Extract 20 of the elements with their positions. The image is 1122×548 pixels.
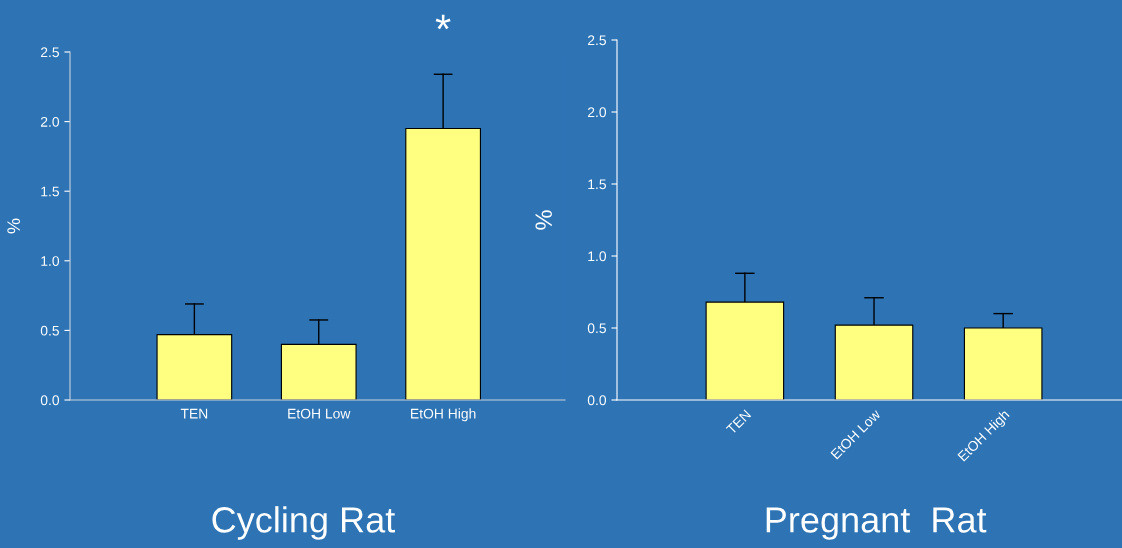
y-axis-title: % [535,210,552,230]
text: Pregnant Rat [766,507,987,540]
y-tick-label: 1.0 [41,256,60,266]
x-tick-label: EtOH High [411,408,476,422]
y-tick-label: 2.5 [587,35,606,46]
y-tick-label: 2.5 [40,47,59,58]
y-tick-label: 2.0 [587,107,607,118]
x-tick-label: EtOH Low [288,408,351,419]
y-tick-label: 0.5 [40,325,59,336]
y-tick-label: 1.0 [588,251,607,262]
text: * [435,14,451,30]
y-tick-label: 0.0 [587,395,607,406]
text: Cycling Rat [212,506,395,540]
y-tick-label: 2.0 [40,116,60,127]
y-tick-label: 1.5 [41,186,59,197]
y-tick-label: 0.5 [587,323,606,334]
x-tick-label: TEN [180,408,208,419]
y-tick-label: 0.0 [40,395,60,406]
y-tick-label: 1.5 [588,179,606,190]
y-axis-title: % [7,218,20,234]
